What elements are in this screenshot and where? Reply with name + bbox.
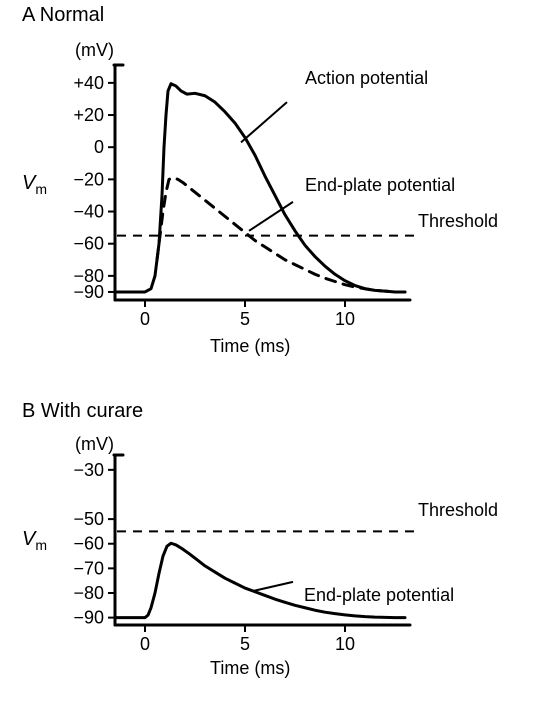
- svg-text:−80: −80: [73, 266, 104, 286]
- svg-text:10: 10: [335, 309, 355, 329]
- svg-text:−60: −60: [73, 534, 104, 554]
- panel-b: B With curare (mV) Vm −90−80−70−60−50−30…: [0, 400, 555, 700]
- svg-text:−70: −70: [73, 558, 104, 578]
- svg-text:10: 10: [335, 634, 355, 654]
- svg-text:−30: −30: [73, 460, 104, 480]
- svg-text:+20: +20: [73, 105, 104, 125]
- svg-text:5: 5: [240, 634, 250, 654]
- panel-b-threshold-label: Threshold: [418, 500, 498, 521]
- panel-b-xtitle: Time (ms): [210, 658, 290, 679]
- svg-text:0: 0: [140, 309, 150, 329]
- svg-text:0: 0: [140, 634, 150, 654]
- svg-text:−90: −90: [73, 608, 104, 628]
- panel-a-xtitle: Time (ms): [210, 336, 290, 357]
- svg-text:−50: −50: [73, 509, 104, 529]
- panel-b-plot: −90 −80 −70 −60 −50 −30 0 5 10: [0, 420, 555, 690]
- svg-text:−60: −60: [73, 234, 104, 254]
- svg-text:5: 5: [240, 309, 250, 329]
- panel-a-ap-label: Action potential: [305, 68, 428, 89]
- svg-text:0: 0: [94, 137, 104, 157]
- svg-text:−20: −20: [73, 169, 104, 189]
- figure-page: A Normal (mV) Vm −90−80−60−40−200+20+400…: [0, 0, 555, 711]
- svg-text:−40: −40: [73, 202, 104, 222]
- panel-b-epp-label: End-plate potential: [304, 585, 454, 606]
- panel-a-plot: −90−80−60−40−200+20+400510: [0, 20, 555, 380]
- panel-a-epp-label: End-plate potential: [305, 175, 455, 196]
- panel-a-threshold-label: Threshold: [418, 211, 498, 232]
- panel-a: A Normal (mV) Vm −90−80−60−40−200+20+400…: [0, 0, 555, 390]
- svg-text:+40: +40: [73, 73, 104, 93]
- svg-text:−80: −80: [73, 583, 104, 603]
